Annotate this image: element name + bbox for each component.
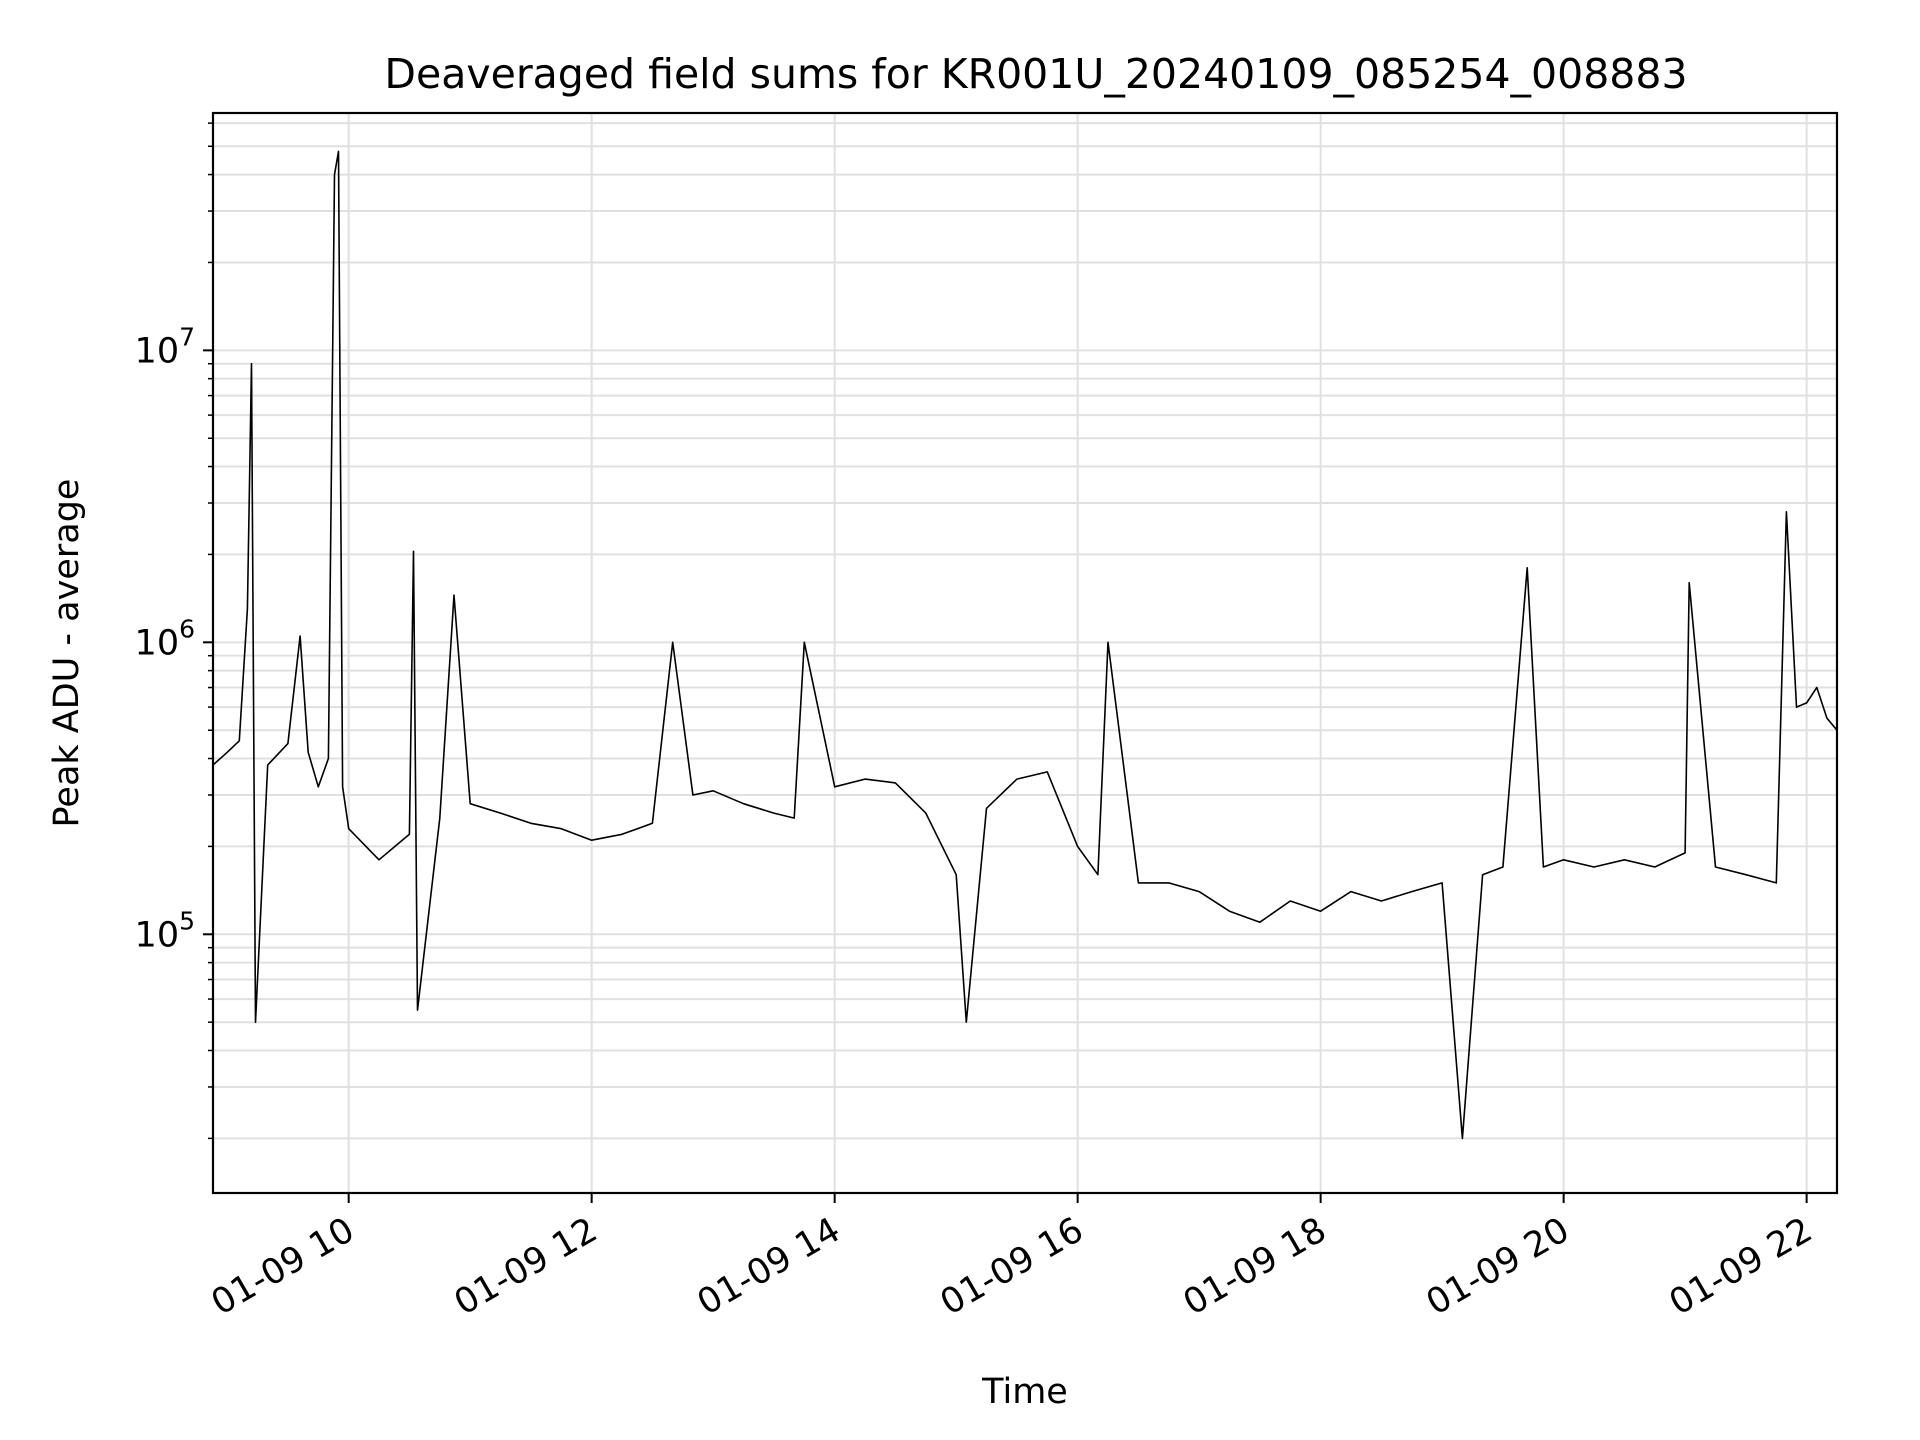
series-line [212,150,1838,1140]
y-tick-label-exponent: 7 [179,322,195,351]
grid [213,113,1837,1193]
x-axis-label: Time [981,1372,1068,1412]
y-tick-label-exponent: 5 [179,906,195,935]
y-tick-label-base: 10 [135,331,180,371]
series-layer [212,150,1838,1140]
plot-frame [211,111,1839,1195]
y-axis-label: Peak ADU - average [47,479,87,828]
y-tick-label: 105 [135,906,195,955]
y-tick-label-base: 10 [135,915,180,955]
y-tick-label: 106 [135,614,195,663]
y-tick-label-base: 10 [135,623,180,663]
y-tick-label: 107 [135,322,195,371]
chart-title: Deaveraged field sums for KR001U_2024010… [384,50,1687,98]
y-tick-label-exponent: 6 [179,614,195,643]
